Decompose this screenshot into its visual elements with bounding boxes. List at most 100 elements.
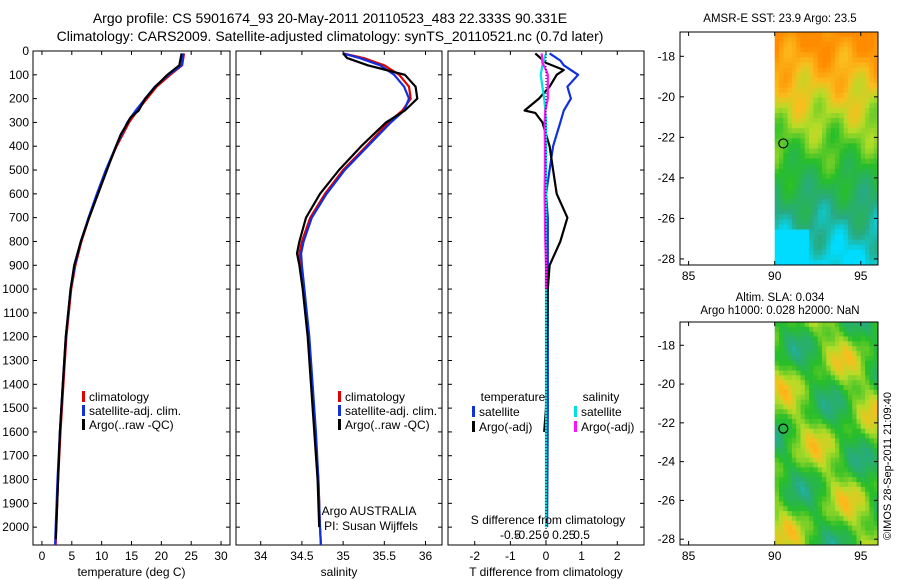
map-cell (817, 234, 823, 241)
map-cell (856, 472, 862, 478)
map-cell (843, 355, 849, 362)
map-cell (817, 428, 823, 434)
map-cell (779, 346, 784, 352)
map-cell (796, 472, 801, 478)
map-cell (843, 148, 849, 155)
map-cell (813, 82, 819, 89)
map-cell (779, 467, 784, 473)
map-cell (843, 259, 849, 266)
map-cell (813, 163, 819, 170)
map-cell (830, 525, 836, 531)
map-cell (839, 380, 845, 386)
map-cell (800, 511, 806, 517)
map-cell (826, 184, 832, 190)
map-cell (839, 404, 845, 410)
map-cell (774, 148, 780, 155)
map-cell (787, 375, 793, 381)
map-cell (873, 184, 879, 190)
map-cell (817, 189, 823, 195)
map-cell (783, 234, 789, 241)
map-cell (856, 511, 862, 517)
map-cell (804, 97, 810, 104)
map-cell (774, 486, 780, 493)
map-cell (796, 380, 801, 386)
map-cell (856, 355, 862, 362)
map-cell (826, 385, 832, 391)
map-cell (774, 52, 780, 58)
map-cell (830, 194, 836, 200)
map-cell (865, 178, 870, 185)
map-cell (839, 239, 845, 246)
map-cell (779, 515, 784, 522)
map-cell (826, 62, 832, 68)
map-cell (873, 209, 879, 215)
map-cell (822, 234, 827, 241)
map-cell (822, 32, 827, 38)
map-cell (856, 67, 862, 74)
map-cell (869, 452, 875, 459)
map-cell (865, 380, 870, 386)
map-cell (813, 77, 819, 84)
map-cell (835, 525, 840, 531)
map-cell (774, 67, 780, 74)
map-cell (783, 467, 789, 473)
map-cell (774, 72, 780, 79)
map-cell (843, 511, 849, 517)
map-cell (852, 530, 857, 536)
map-cell (869, 123, 875, 129)
map-cell (774, 515, 780, 522)
temp-legend-swatch (82, 391, 85, 402)
map-cell (804, 163, 810, 170)
map-cell (839, 57, 845, 63)
map-cell (804, 409, 810, 415)
map-cell (783, 351, 789, 357)
map-cell (804, 214, 810, 220)
diff-legend-label: satellite (581, 405, 622, 419)
map-cell (787, 462, 793, 468)
depth-tick-label: 1400 (2, 377, 29, 391)
map-cell (835, 351, 840, 357)
map-cell (865, 209, 870, 215)
map-cell (835, 194, 840, 200)
map-cell (779, 118, 784, 124)
map-cell (783, 209, 789, 215)
map-cell (835, 97, 840, 104)
map-cell (809, 409, 814, 415)
map-cell (787, 57, 793, 63)
map-cell (856, 57, 862, 63)
map-cell (869, 322, 875, 328)
temp-legend-label: Argo(..raw -QC) (89, 418, 174, 432)
map-cell (826, 143, 832, 149)
map-cell (835, 52, 840, 58)
map-cell (817, 178, 823, 185)
map-cell (826, 535, 832, 541)
map-cell (787, 138, 793, 144)
map-cell (809, 259, 814, 266)
map-cell (835, 163, 840, 170)
map-cell (791, 370, 797, 376)
depth-tick-label: 200 (9, 92, 29, 106)
map-cell (852, 452, 857, 459)
map-cell (787, 123, 793, 129)
map-cell (860, 153, 866, 160)
map-cell (783, 57, 789, 63)
map-cell (843, 113, 849, 119)
map-cell (774, 380, 780, 386)
map-cell (817, 520, 823, 527)
map-cell (779, 128, 784, 134)
map-cell (847, 491, 853, 497)
map-cell (817, 87, 823, 94)
map-cell (873, 457, 879, 463)
map-cell (839, 123, 845, 129)
map-cell (783, 67, 789, 74)
map-cell (787, 467, 793, 473)
map-cell (791, 419, 797, 425)
map-cell (856, 42, 862, 48)
map-cell (843, 351, 849, 357)
map-cell (809, 511, 814, 517)
map-cell (796, 244, 801, 251)
map-cell (800, 229, 806, 236)
map-cell (830, 423, 836, 430)
map-cell (813, 224, 819, 231)
map-cell (873, 82, 879, 89)
